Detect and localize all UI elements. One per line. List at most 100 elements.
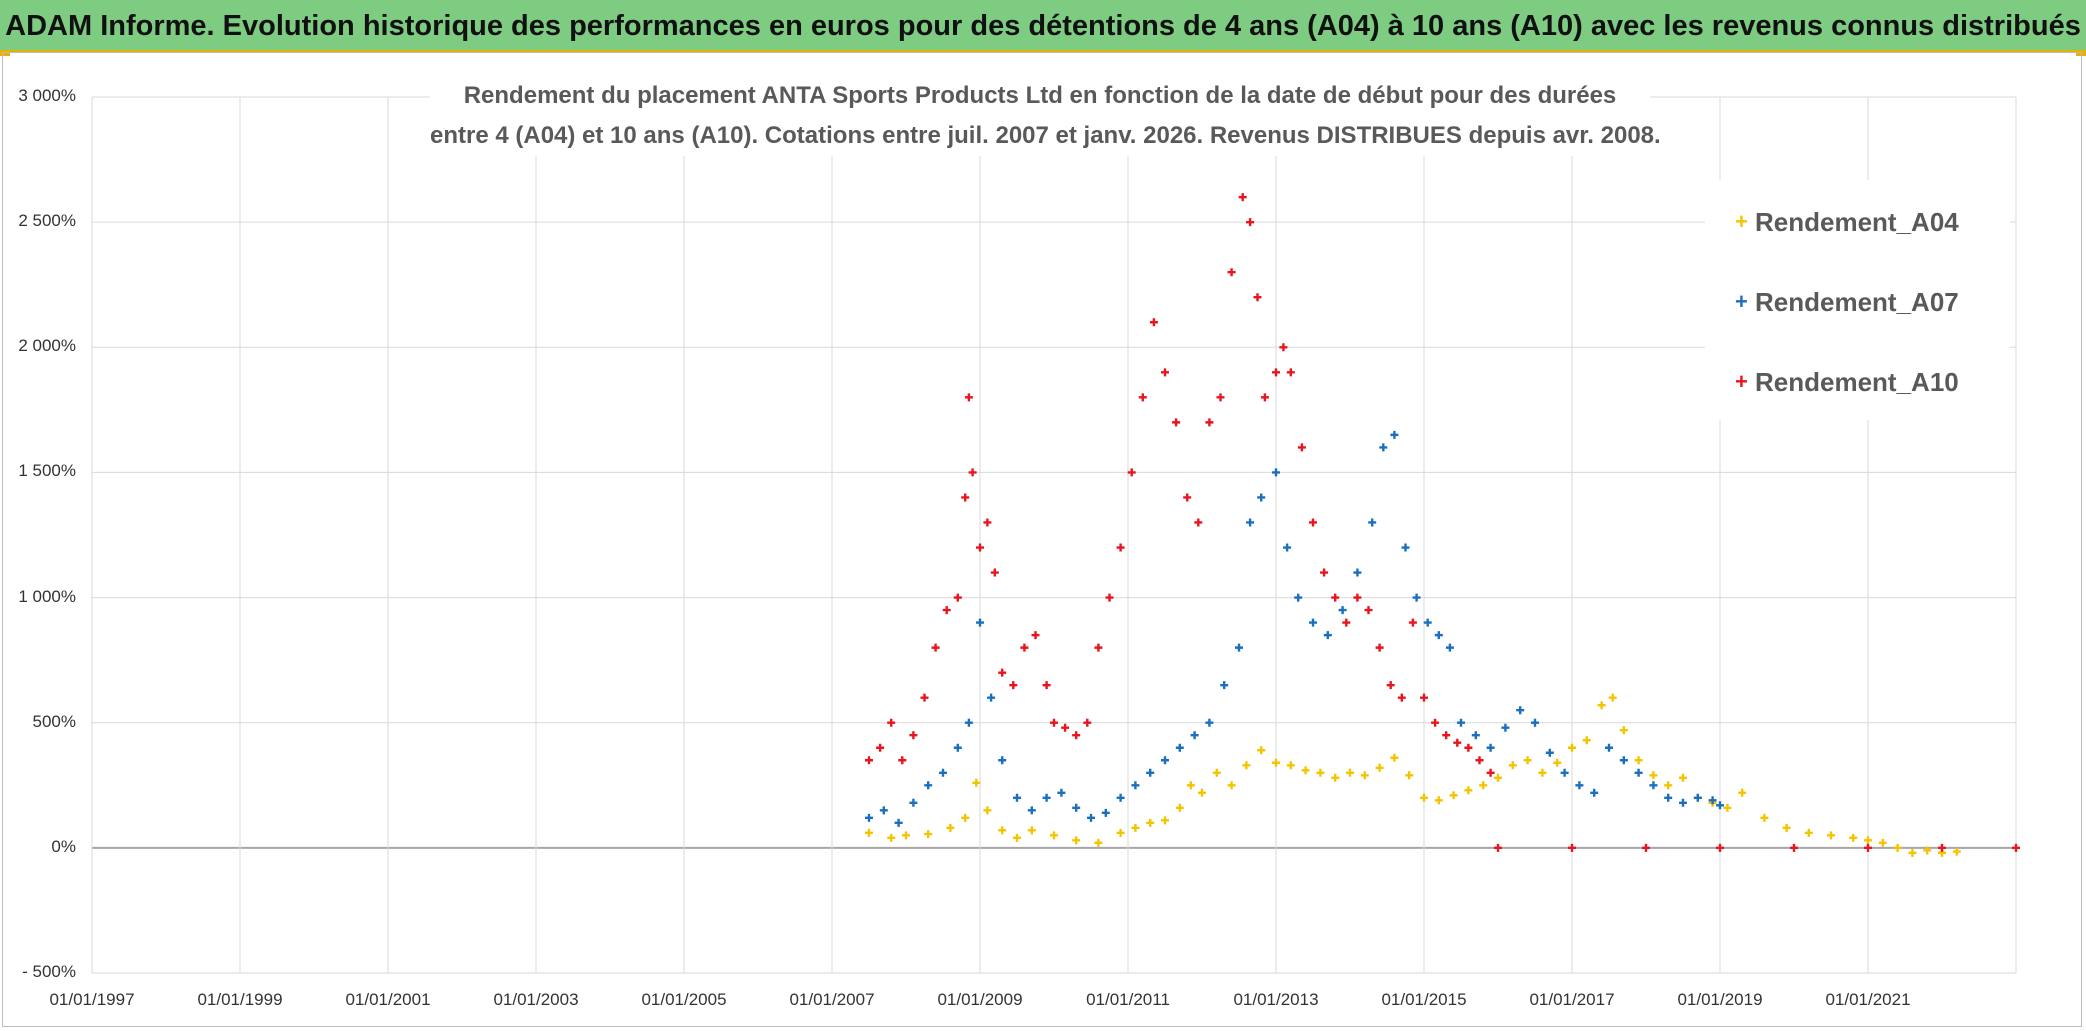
data-point: [1442, 731, 1451, 740]
data-point: [1020, 643, 1029, 652]
data-point: [1923, 846, 1932, 855]
data-point: [909, 731, 918, 740]
data-point: [1619, 756, 1628, 765]
data-point: [1316, 768, 1325, 777]
data-point: [1634, 768, 1643, 777]
data-point: [2012, 843, 2020, 852]
data-point: [1101, 808, 1110, 817]
data-point: [953, 593, 962, 602]
chart-title-line-1: Rendement du placement ANTA Sports Produ…: [463, 82, 1617, 109]
data-point: [998, 668, 1007, 677]
data-point: [1693, 793, 1702, 802]
y-tick-label: - 500%: [22, 962, 76, 981]
data-point: [1664, 781, 1673, 790]
data-point: [1050, 718, 1058, 727]
data-point: [1175, 803, 1184, 812]
data-point: [1390, 430, 1399, 439]
data-point: [1346, 768, 1354, 777]
data-point: [1027, 806, 1036, 815]
data-point: [1486, 743, 1495, 752]
data-point: [1464, 743, 1473, 752]
x-tick-label: 01/01/2011: [1086, 990, 1170, 1009]
data-point: [1027, 826, 1036, 835]
data-point: [1227, 268, 1236, 277]
data-point: [1405, 771, 1414, 780]
data-point: [1545, 748, 1554, 757]
data-point: [1116, 543, 1125, 552]
data-point: [1216, 393, 1225, 402]
data-point: [1279, 343, 1288, 352]
data-point: [1131, 781, 1140, 790]
data-point: [1309, 618, 1317, 627]
data-point: [1449, 791, 1458, 800]
data-point: [1782, 823, 1791, 832]
data-point: [887, 718, 896, 727]
data-point: [1401, 543, 1410, 552]
data-point: [1608, 693, 1617, 702]
data-point: [1679, 773, 1687, 782]
data-point: [1575, 781, 1584, 790]
data-point: [1494, 773, 1502, 782]
data-point: [1827, 831, 1835, 840]
data-point: [1286, 368, 1295, 377]
data-point: [1353, 568, 1362, 577]
data-point: [1083, 718, 1092, 727]
chart-frame: [2, 52, 2082, 1027]
data-point: [1297, 443, 1306, 452]
series-rendement-a04: [865, 693, 1961, 857]
data-point: [1486, 768, 1495, 777]
data-point: [1804, 828, 1813, 837]
data-point: [1516, 706, 1525, 715]
data-point: [1294, 593, 1303, 602]
data-point: [1864, 836, 1872, 845]
data-point: [1131, 823, 1140, 832]
data-point: [1257, 493, 1266, 502]
data-point: [1013, 833, 1021, 842]
data-point: [1272, 368, 1280, 377]
data-point: [1893, 843, 1902, 852]
data-point: [1508, 761, 1517, 770]
x-tick-label: 01/01/1997: [49, 990, 135, 1009]
data-point: [1253, 293, 1262, 302]
data-point: [1360, 771, 1369, 780]
data-point: [1568, 843, 1576, 852]
data-point: [961, 493, 970, 502]
data-point: [1161, 816, 1169, 825]
data-point: [1286, 761, 1295, 770]
x-tick-label: 01/01/2019: [1677, 990, 1763, 1009]
data-point: [1146, 768, 1155, 777]
data-point: [1590, 788, 1599, 797]
data-point: [1072, 836, 1081, 845]
data-point: [1072, 731, 1081, 740]
data-point: [1013, 793, 1021, 802]
data-point: [990, 568, 999, 577]
legend-item-a07: + Rendement_A07: [1735, 282, 1959, 322]
data-point: [998, 826, 1007, 835]
y-tick-label: 2 500%: [18, 211, 76, 231]
x-tick-label: 01/01/1999: [197, 990, 283, 1009]
y-tick-label: 500%: [32, 711, 76, 731]
data-point: [1494, 843, 1502, 852]
data-point: [1105, 593, 1114, 602]
data-point: [1031, 631, 1040, 640]
data-point: [1301, 766, 1310, 775]
data-point: [1553, 758, 1562, 767]
data-point: [1708, 796, 1717, 805]
data-point: [1138, 393, 1147, 402]
data-point: [1738, 788, 1747, 797]
data-point: [1457, 718, 1465, 727]
data-point: [1531, 718, 1539, 727]
x-tick-label: 01/01/2013: [1233, 990, 1319, 1009]
series-rendement-a07: [865, 430, 1724, 827]
data-point: [1061, 723, 1070, 732]
legend-label: Rendement_A10: [1755, 367, 1959, 397]
data-point: [1116, 828, 1125, 837]
data-point: [1320, 568, 1329, 577]
legend-marker-icon: +: [1735, 209, 1748, 234]
data-point: [1283, 543, 1292, 552]
chart-legend: + Rendement_A04 + Rendement_A07 + Rendem…: [1705, 180, 2010, 420]
data-point: [1664, 793, 1673, 802]
data-point: [1864, 843, 1872, 852]
data-point: [1723, 803, 1732, 812]
